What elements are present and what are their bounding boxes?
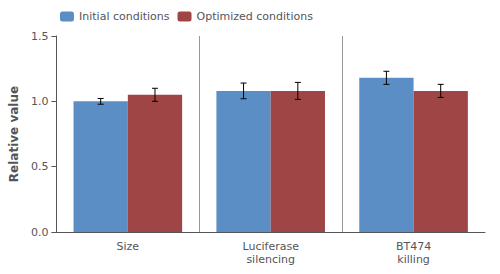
svg-text:Initial conditions: Initial conditions bbox=[79, 10, 170, 23]
svg-text:1.0: 1.0 bbox=[31, 95, 49, 108]
svg-text:Size: Size bbox=[117, 240, 140, 253]
svg-text:0.0: 0.0 bbox=[31, 226, 49, 239]
svg-text:Optimized conditions: Optimized conditions bbox=[197, 10, 314, 23]
svg-text:killing: killing bbox=[397, 253, 430, 266]
svg-text:BT474: BT474 bbox=[396, 240, 431, 253]
svg-text:0.5: 0.5 bbox=[31, 160, 49, 173]
svg-text:Luciferase: Luciferase bbox=[242, 240, 299, 253]
svg-text:Relative value: Relative value bbox=[7, 86, 21, 182]
svg-text:1.5: 1.5 bbox=[31, 30, 49, 43]
svg-text:silencing: silencing bbox=[246, 253, 295, 266]
